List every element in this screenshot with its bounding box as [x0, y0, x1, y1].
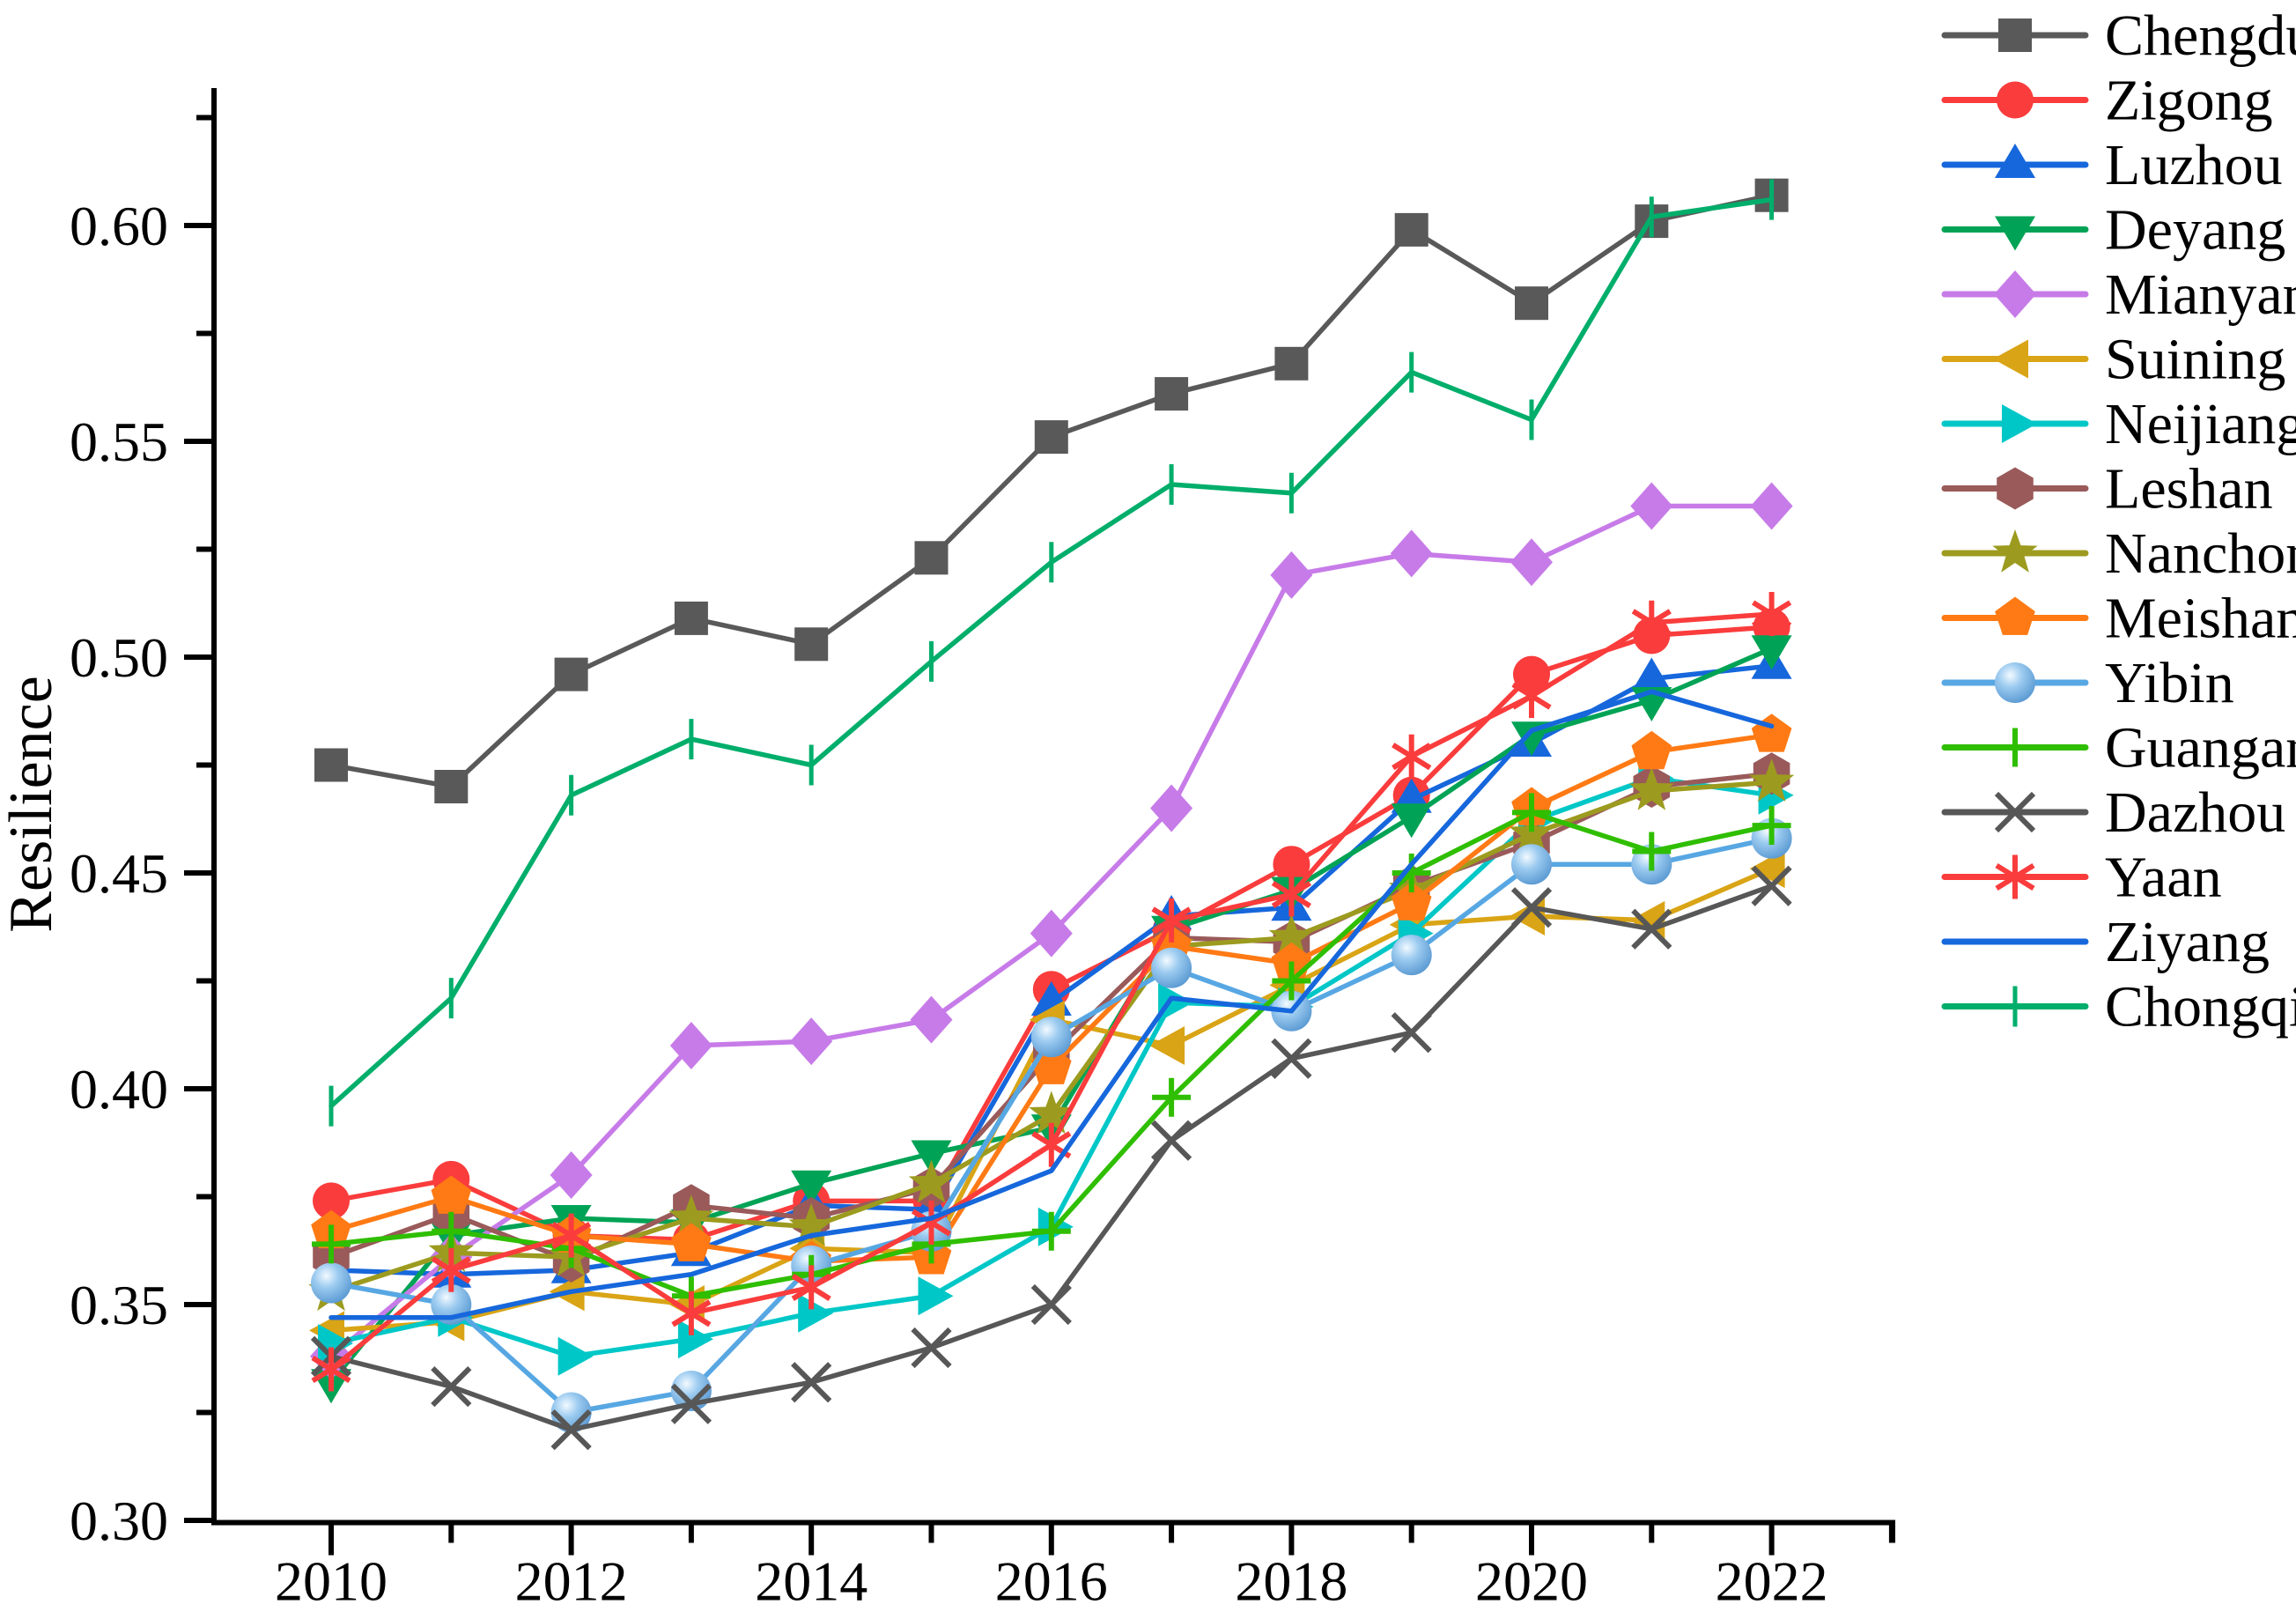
series-chongqing — [329, 179, 1775, 1127]
series-yaan — [311, 592, 1792, 1392]
legend-label: Ziyang — [2105, 910, 2270, 974]
legend-label: Guangan — [2105, 716, 2296, 780]
legend-item-deyang: Deyang — [1941, 198, 2285, 263]
legend-label: Chongqing — [2105, 975, 2296, 1039]
legend-item-chongqing: Chongqing — [1941, 975, 2296, 1039]
legend-item-meishan: Meishan — [1941, 587, 2296, 651]
legend-label: Meishan — [2105, 587, 2296, 651]
y-tick-label: 0.50 — [70, 626, 168, 689]
legend-item-neijiang: Neijiang — [1941, 392, 2296, 456]
x-tick-label: 2014 — [755, 1550, 867, 1612]
series-line-ziyang — [329, 689, 1775, 1320]
x-tick-label: 2016 — [995, 1550, 1108, 1612]
legend-item-luzhou: Luzhou — [1941, 133, 2283, 197]
legend-label: Chengdu — [2105, 4, 2296, 68]
y-tick-label: 0.60 — [70, 195, 168, 257]
y-tick-label: 0.40 — [70, 1058, 168, 1120]
legend-label: Deyang — [2105, 198, 2285, 263]
legend-item-chengdu: Chengdu — [1941, 4, 2296, 68]
y-axis-title: Resilience — [0, 676, 65, 933]
legend-label: Suining — [2105, 328, 2285, 392]
legend-label: Dazhou — [2105, 780, 2285, 845]
legend-item-mianyang: Mianyang — [1941, 263, 2296, 327]
legend-label: Yaan — [2105, 846, 2222, 910]
legend-item-nanchong: Nanchong — [1941, 521, 2296, 586]
x-tick-label: 2022 — [1716, 1550, 1828, 1612]
legend: ChengduZigongLuzhouDeyangMianyangSuining… — [1941, 4, 2296, 1039]
legend-item-guangan: Guangan — [1941, 716, 2296, 780]
series-chengdu — [314, 178, 1789, 803]
x-tick-label: 2020 — [1475, 1550, 1588, 1612]
legend-label: Zigong — [2105, 69, 2273, 133]
legend-label: Neijiang — [2105, 392, 2296, 456]
y-tick-label: 0.45 — [70, 842, 168, 905]
axes: 0.30 0.35 0.40 0.45 0.50 0.55 0.60 2010 2012 2014… — [0, 88, 1895, 1612]
x-tick-label: 2012 — [515, 1550, 628, 1612]
series-ziyang — [329, 689, 1775, 1320]
legend-item-leshan: Leshan — [1941, 457, 2273, 521]
legend-label: Yibin — [2105, 651, 2234, 715]
legend-item-yibin: Yibin — [1941, 651, 2234, 715]
legend-item-ziyang: Ziyang — [1941, 910, 2270, 974]
legend-item-yaan: Yaan — [1941, 846, 2222, 910]
legend-label: Luzhou — [2105, 133, 2283, 197]
legend-item-zigong: Zigong — [1941, 69, 2273, 133]
y-tick-label: 0.30 — [70, 1490, 168, 1552]
legend-label: Nanchong — [2105, 521, 2296, 586]
y-tick-label: 0.55 — [70, 410, 168, 473]
legend-item-suining: Suining — [1941, 328, 2285, 392]
x-tick-label: 2018 — [1235, 1550, 1347, 1612]
y-tick-label: 0.35 — [70, 1274, 168, 1336]
legend-item-dazhou: Dazhou — [1941, 780, 2285, 845]
legend-label: Leshan — [2105, 457, 2273, 521]
x-tick-label: 2010 — [275, 1550, 388, 1612]
legend-label: Mianyang — [2105, 263, 2296, 327]
